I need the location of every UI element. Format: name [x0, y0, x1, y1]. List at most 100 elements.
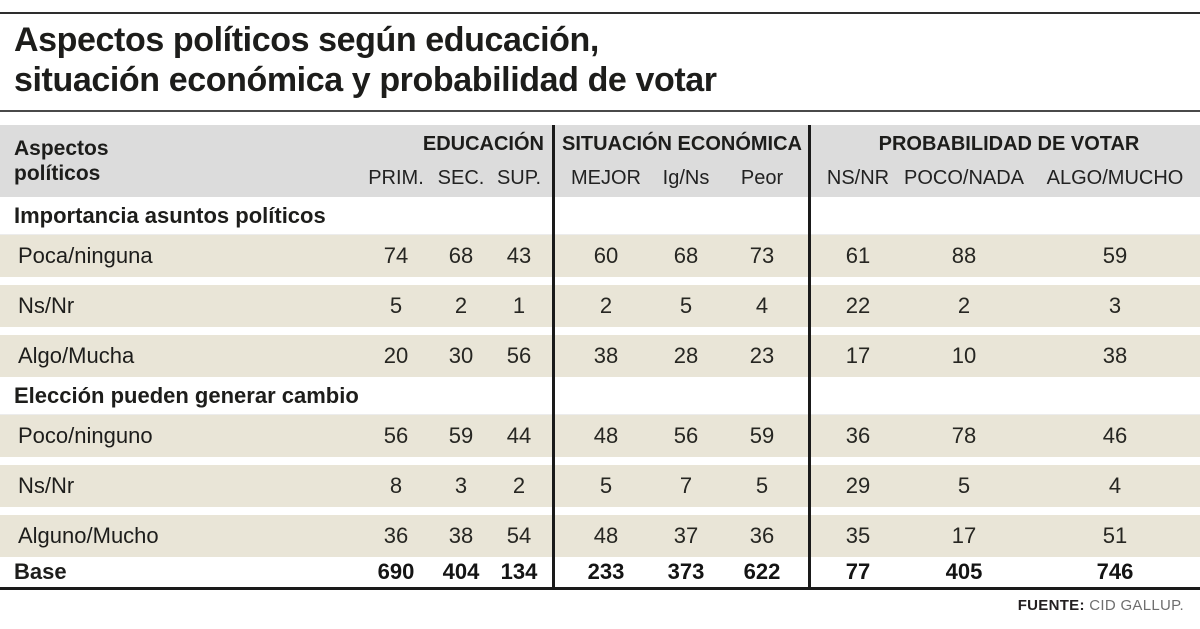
row-header-line-1: Aspectos [14, 137, 109, 160]
row-header-label: Aspectos políticos [0, 136, 362, 186]
cell-value: 2 [454, 293, 468, 318]
cell-value: 4 [755, 293, 769, 318]
cell-value: 30 [448, 343, 474, 368]
cell-value: 17 [951, 523, 977, 548]
cell-value: 73 [749, 243, 775, 268]
page-title-line-2: situación económica y probabilidad de vo… [14, 61, 717, 99]
row-label: Algo/Mucha [18, 343, 135, 368]
cell-value: 68 [448, 243, 474, 268]
cell-value: 56 [506, 343, 532, 368]
column-group-label-probabilidad-de-votar: PROBABILIDAD DE VOTAR [878, 132, 1140, 155]
column-label: POCO/NADA [903, 166, 1025, 189]
cell-value: 60 [593, 243, 619, 268]
cell-value: 746 [1096, 559, 1134, 584]
row-label: Ns/Nr [18, 473, 75, 498]
cell-value: 3 [454, 473, 468, 498]
cell-value: 78 [951, 423, 977, 448]
source-label: FUENTE: [1017, 597, 1085, 614]
page-title-line-1: Aspectos políticos según educación, [14, 21, 599, 59]
cell-value: 59 [749, 423, 775, 448]
cell-value: 7 [679, 473, 693, 498]
row-label: Ns/Nr [18, 293, 75, 318]
cell-value: 74 [383, 243, 409, 268]
cell-value: 43 [506, 243, 532, 268]
row-label: Poca/ninguna [18, 243, 153, 268]
cell-value: 622 [743, 559, 781, 584]
table-row: Algo/Mucha 20 30 56 38 28 23 17 10 38 [0, 335, 1200, 377]
row-label: Base [14, 559, 67, 584]
cell-value: 38 [448, 523, 474, 548]
cell-value: 404 [442, 559, 480, 584]
column-label: SEC. [437, 166, 485, 189]
table-header: Aspectos políticos EDUCACIÓN SITUACIÓN E… [0, 125, 1200, 197]
column-label: MEJOR [571, 166, 641, 189]
section-header: Importancia asuntos políticos [0, 197, 1200, 235]
cell-value: 405 [945, 559, 983, 584]
cell-value: 48 [593, 423, 619, 448]
column-label: NS/NR [826, 166, 890, 189]
cell-value: 54 [506, 523, 532, 548]
cell-value: 88 [951, 243, 977, 268]
row-header-line-2: políticos [14, 162, 101, 185]
cell-value: 17 [845, 343, 871, 368]
cell-value: 4 [1108, 473, 1122, 498]
cell-value: 48 [593, 523, 619, 548]
cell-value: 56 [673, 423, 699, 448]
column-label: Peor [740, 166, 784, 189]
column-group-label-educacion: EDUCACIÓN [422, 132, 544, 155]
cell-value: 134 [500, 559, 538, 584]
cell-value: 690 [377, 559, 415, 584]
cell-value: 28 [673, 343, 699, 368]
cell-value: 37 [673, 523, 699, 548]
cell-value: 77 [845, 559, 871, 584]
cell-value: 36 [383, 523, 409, 548]
cell-value: 59 [448, 423, 474, 448]
data-table: Aspectos políticos EDUCACIÓN SITUACIÓN E… [0, 125, 1200, 587]
cell-value: 5 [389, 293, 403, 318]
cell-value: 38 [593, 343, 619, 368]
column-group-label-situacion-economica: SITUACIÓN ECONÓMICA [562, 132, 802, 155]
column-divider [552, 125, 555, 587]
cell-value: 46 [1102, 423, 1128, 448]
cell-value: 8 [389, 473, 403, 498]
column-divider [808, 125, 811, 587]
cell-value: 5 [679, 293, 693, 318]
cell-value: 1 [512, 293, 526, 318]
top-divider [0, 12, 1200, 14]
cell-value: 233 [587, 559, 625, 584]
cell-value: 51 [1102, 523, 1128, 548]
cell-value: 10 [951, 343, 977, 368]
source-value: CID GALLUP. [1089, 597, 1184, 614]
cell-value: 36 [749, 523, 775, 548]
cell-value: 5 [957, 473, 971, 498]
cell-value: 3 [1108, 293, 1122, 318]
cell-value: 2 [599, 293, 613, 318]
cell-value: 2 [957, 293, 971, 318]
row-label: Alguno/Mucho [18, 523, 159, 548]
cell-value: 2 [512, 473, 526, 498]
source-credit: FUENTE: CID GALLUP. [0, 590, 1200, 614]
row-label: Poco/ninguno [18, 423, 153, 448]
cell-value: 35 [845, 523, 871, 548]
column-label: PRIM. [368, 166, 424, 189]
cell-value: 5 [599, 473, 613, 498]
bottom-divider [0, 587, 1200, 590]
cell-value: 20 [383, 343, 409, 368]
cell-value: 38 [1102, 343, 1128, 368]
table-row: Poca/ninguna 74 68 43 60 68 73 61 88 59 [0, 235, 1200, 277]
table-row: Poco/ninguno 56 59 44 48 56 59 36 78 46 [0, 415, 1200, 457]
column-label: Ig/Ns [662, 166, 710, 189]
cell-value: 44 [506, 423, 532, 448]
cell-value: 59 [1102, 243, 1128, 268]
table-row: Ns/Nr 5 2 1 2 5 4 22 2 3 [0, 285, 1200, 327]
section-header: Elección pueden generar cambio [0, 377, 1200, 415]
cell-value: 56 [383, 423, 409, 448]
cell-value: 373 [667, 559, 705, 584]
column-label: ALGO/MUCHO [1046, 166, 1184, 189]
cell-value: 22 [845, 293, 871, 318]
cell-value: 29 [845, 473, 871, 498]
table-row: Ns/Nr 8 3 2 5 7 5 29 5 4 [0, 465, 1200, 507]
cell-value: 23 [749, 343, 775, 368]
cell-value: 68 [673, 243, 699, 268]
table-row: Alguno/Mucho 36 38 54 48 37 36 35 17 51 [0, 515, 1200, 557]
